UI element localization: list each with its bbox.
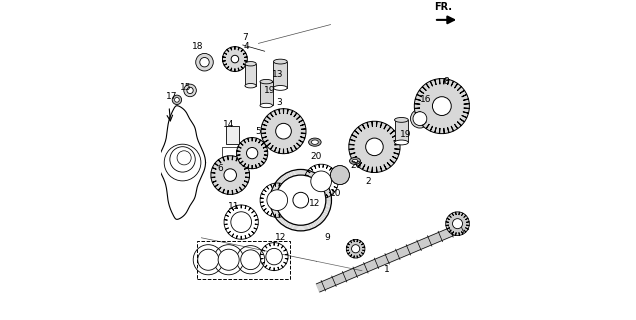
Text: 11: 11 <box>228 202 239 211</box>
Polygon shape <box>237 138 268 169</box>
Text: 9: 9 <box>324 233 330 242</box>
Circle shape <box>231 55 238 63</box>
Bar <box>226 126 238 144</box>
Polygon shape <box>261 108 306 154</box>
Text: 6: 6 <box>218 164 223 173</box>
Bar <box>197 241 290 278</box>
Circle shape <box>184 84 197 97</box>
Circle shape <box>266 248 282 265</box>
Polygon shape <box>414 79 469 134</box>
Ellipse shape <box>312 140 318 144</box>
Circle shape <box>366 138 384 156</box>
Circle shape <box>200 58 209 67</box>
Circle shape <box>352 245 360 253</box>
Circle shape <box>218 249 239 270</box>
Text: 12: 12 <box>309 199 321 208</box>
Polygon shape <box>223 46 247 72</box>
Circle shape <box>452 219 462 229</box>
Text: 1: 1 <box>384 265 390 274</box>
Text: 19: 19 <box>400 130 411 139</box>
Text: 20: 20 <box>350 161 361 170</box>
Text: 14: 14 <box>223 120 234 129</box>
Circle shape <box>187 87 193 93</box>
Ellipse shape <box>308 138 321 146</box>
Text: 18: 18 <box>191 42 203 51</box>
Circle shape <box>275 123 291 139</box>
Circle shape <box>172 95 182 105</box>
Circle shape <box>240 250 261 270</box>
Circle shape <box>413 112 427 125</box>
Text: 2: 2 <box>365 177 371 186</box>
Text: FR.: FR. <box>434 2 452 12</box>
Ellipse shape <box>394 117 408 122</box>
Polygon shape <box>349 121 400 172</box>
FancyBboxPatch shape <box>260 82 273 106</box>
Circle shape <box>174 98 179 102</box>
Circle shape <box>410 109 429 128</box>
Text: 15: 15 <box>180 83 191 92</box>
Circle shape <box>247 148 258 159</box>
FancyBboxPatch shape <box>273 61 287 88</box>
Text: 10: 10 <box>331 189 342 198</box>
Ellipse shape <box>245 61 256 66</box>
Text: 13: 13 <box>272 70 283 79</box>
Polygon shape <box>211 156 249 194</box>
Ellipse shape <box>273 59 287 64</box>
Circle shape <box>196 53 213 71</box>
Text: 20: 20 <box>311 152 322 161</box>
Circle shape <box>267 190 287 211</box>
FancyBboxPatch shape <box>394 120 408 142</box>
Ellipse shape <box>260 79 273 84</box>
Circle shape <box>293 192 308 208</box>
Text: 19: 19 <box>264 86 275 95</box>
Circle shape <box>432 97 452 116</box>
Circle shape <box>198 249 219 270</box>
Ellipse shape <box>352 159 358 163</box>
Ellipse shape <box>350 157 361 164</box>
Polygon shape <box>279 178 323 223</box>
Text: 4: 4 <box>243 42 249 51</box>
Ellipse shape <box>245 84 256 88</box>
Circle shape <box>331 166 349 185</box>
Text: 16: 16 <box>420 95 431 104</box>
Text: 17: 17 <box>166 92 177 101</box>
Polygon shape <box>446 212 469 236</box>
Circle shape <box>311 171 331 192</box>
Text: 3: 3 <box>276 99 282 108</box>
Ellipse shape <box>260 103 273 108</box>
Circle shape <box>275 175 326 225</box>
Circle shape <box>231 212 251 232</box>
Text: 8: 8 <box>444 76 450 85</box>
Text: 12: 12 <box>275 233 286 242</box>
Polygon shape <box>347 239 365 258</box>
Text: 7: 7 <box>242 33 248 42</box>
FancyBboxPatch shape <box>245 64 256 86</box>
Circle shape <box>224 169 237 181</box>
Ellipse shape <box>394 140 408 145</box>
Polygon shape <box>316 221 469 292</box>
Text: 5: 5 <box>256 127 261 136</box>
Ellipse shape <box>273 85 287 90</box>
